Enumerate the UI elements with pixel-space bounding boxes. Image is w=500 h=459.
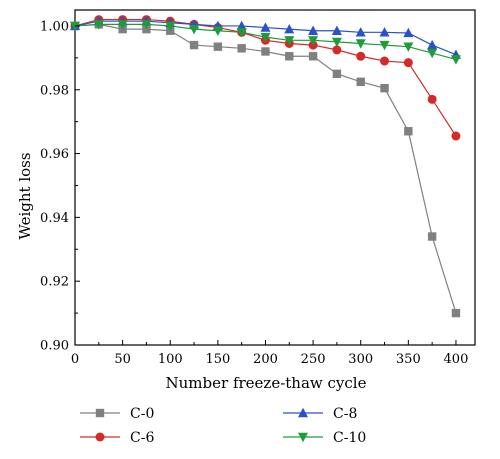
legend-label: C-0 [130,406,154,422]
data-point-c-10 [284,36,295,46]
legend-item-c-8: C-8 [283,406,357,422]
x-tick-label: 300 [348,352,373,367]
legend-label: C-6 [130,430,154,446]
plot-area [74,9,476,346]
data-point-c-10 [212,26,223,36]
series-c-0 [70,20,461,318]
data-point-c-6 [380,56,390,66]
x-tick-label: 50 [114,352,131,367]
x-tick-label: 400 [444,352,469,367]
x-tick-label: 150 [205,352,230,367]
data-point-c-6 [356,51,366,61]
x-axis-label: Number freeze-thaw cycle [166,374,367,392]
data-point-c-6 [427,94,437,104]
series-layer [70,15,461,318]
data-point-c-10 [189,24,200,35]
data-point-c-8 [355,27,366,37]
data-point-c-10 [165,21,176,32]
y-tick-label: 0.96 [40,147,69,162]
y-tick-label: 0.94 [40,211,69,226]
x-tick-label: 350 [396,352,421,367]
y-tick-label: 1.00 [40,19,69,34]
data-point-c-10 [93,20,104,30]
data-point-c-10 [236,28,247,38]
data-point-c-10 [117,20,128,30]
x-tick-label: 0 [71,352,79,367]
data-point-c-8 [260,22,271,32]
x-tick-label: 100 [158,352,183,367]
data-point-c-0 [356,77,365,86]
legend-item-c-6: C-6 [80,430,154,446]
ticks-layer: 0 50 100 150 200 250 300 350 400 0.90 0.92 0.94 0.96… [40,19,468,367]
legend-label: C-8 [333,406,357,422]
plot-frame [74,9,476,346]
legend-marker [95,408,105,418]
y-tick-label: 0.90 [40,339,69,354]
x-tick-label: 200 [253,352,278,367]
y-axis-label: Weight loss [16,152,34,239]
data-point-c-6 [332,45,342,55]
data-point-c-0 [261,47,270,56]
data-point-c-8 [308,25,319,35]
y-tick-label: 0.98 [40,83,69,98]
data-point-c-10 [141,20,152,30]
data-point-c-8 [236,20,247,31]
data-point-c-0 [380,83,389,93]
legend-marker [298,432,308,443]
data-point-c-10 [260,32,271,43]
data-point-c-8 [331,25,342,35]
data-point-c-0 [189,40,199,50]
y-tick-label: 0.92 [40,275,69,290]
legend: C-0 C-6 C-8 C-10 [80,406,366,446]
data-point-c-10 [403,42,414,52]
legend-item-c-10: C-10 [283,430,366,446]
data-point-c-6 [403,58,413,68]
data-point-c-10 [379,40,390,51]
data-point-c-6 [451,131,461,141]
data-point-c-8 [379,27,390,37]
data-point-c-10 [355,39,366,49]
series-c-10 [70,20,461,65]
data-point-c-0 [427,232,437,241]
data-point-c-0 [332,69,342,79]
data-point-c-0 [237,44,246,53]
legend-label: C-10 [333,430,366,446]
data-point-c-10 [308,36,319,46]
legend-marker [298,407,308,418]
data-point-c-8 [427,39,438,50]
data-point-c-8 [284,23,295,34]
series-line-c-0 [74,23,457,314]
data-point-c-0 [308,52,318,61]
x-tick-label: 250 [301,352,326,367]
data-point-c-10 [427,48,438,59]
data-point-c-8 [403,27,414,38]
data-point-c-0 [451,308,461,318]
legend-item-c-0: C-0 [80,406,154,422]
data-point-c-0 [404,127,413,136]
data-point-c-10 [450,55,461,65]
legend-marker [95,432,105,442]
data-point-c-0 [285,52,294,61]
data-point-c-10 [331,37,342,48]
data-point-c-0 [213,42,223,51]
